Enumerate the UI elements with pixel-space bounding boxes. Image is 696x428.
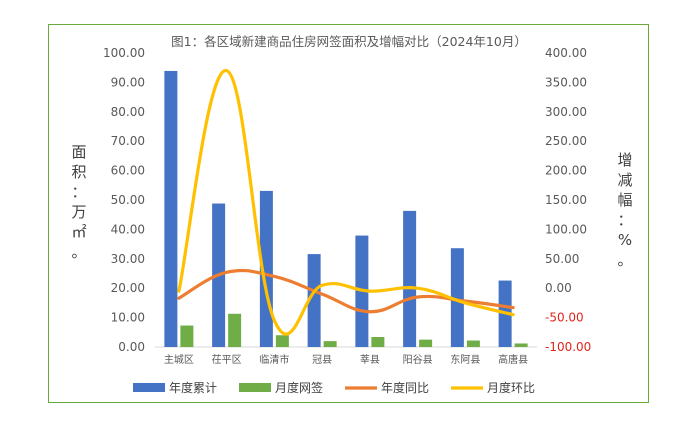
y-right-tick-label: 300.00 (545, 105, 587, 119)
y-left-axis-label: 。 (71, 243, 86, 261)
y-right-axis-label: 增 (617, 151, 632, 169)
y-right-tick-label: 200.00 (545, 164, 587, 178)
y-right-tick-label: 50.00 (545, 252, 579, 266)
y-left-tick-label: 90.00 (111, 75, 145, 89)
y-left-tick-label: 60.00 (111, 164, 145, 178)
bar-monthly (275, 335, 289, 347)
bar-monthly (466, 340, 480, 347)
line-mom (177, 69, 515, 336)
y-left-axis-label: 积 (71, 163, 86, 181)
y-left-tick-label: 40.00 (111, 222, 145, 236)
legend-swatch (239, 383, 271, 392)
legend-label: 月度环比 (487, 380, 535, 395)
bar-annual (450, 248, 464, 347)
y-left-tick-label: 0.00 (118, 340, 145, 354)
y-right-tick-label: -100.00 (545, 340, 591, 354)
legend-label: 年度同比 (381, 380, 429, 395)
legend-label: 年度累计 (169, 380, 217, 395)
y-left-axis-label: 面 (71, 143, 86, 161)
chart-svg: 图1：各区域新建商品住房网签面积及增幅对比（2024年10月） 0.00 10.00… (71, 34, 632, 395)
y-right-tick-label: 150.00 (545, 193, 587, 207)
y-right-axis-label: 减 (617, 171, 632, 189)
chart-title: 图1：各区域新建商品住房网签面积及增幅对比（2024年10月） (171, 34, 527, 49)
y-left-tick-label: 50.00 (111, 193, 145, 207)
y-left-axis-label: 万 (71, 203, 86, 221)
bar-monthly (323, 341, 337, 347)
x-category-label: 阳谷县 (403, 354, 433, 366)
x-category-label: 临清市 (259, 353, 289, 366)
y-left-tick-label: 30.00 (111, 252, 145, 266)
y-left-axis-label: ： (71, 183, 86, 201)
y-right-axis-label: 幅 (617, 191, 632, 209)
y-left-axis-label: ㎡ (71, 223, 86, 241)
x-category-label: 主城区 (164, 354, 194, 366)
bar-monthly (180, 325, 194, 347)
y-right-axis-label: % (618, 231, 632, 249)
x-category-label: 莘县 (360, 353, 380, 366)
y-right-tick-label: 400.00 (545, 46, 587, 60)
bar-monthly (228, 313, 242, 347)
bar-monthly (514, 343, 528, 347)
y-right-tick-label: 250.00 (545, 134, 587, 148)
x-category-label: 冠县 (312, 354, 332, 366)
bar-annual (164, 70, 178, 348)
legend-swatch (133, 383, 165, 392)
x-category-label: 东阿县 (450, 353, 480, 366)
bar-annual (307, 254, 321, 347)
x-category-label: 高唐县 (498, 353, 528, 366)
y-left-tick-label: 10.00 (111, 311, 145, 325)
y-right-tick-label: 350.00 (545, 75, 587, 89)
y-left-tick-label: 80.00 (111, 105, 145, 119)
x-category-label: 茌平区 (212, 354, 242, 366)
y-right-axis-label: ： (617, 211, 632, 229)
y-left-tick-label: 100.00 (103, 46, 145, 60)
bar-monthly (419, 339, 433, 347)
y-right-tick-label: 100.00 (545, 222, 587, 236)
y-right-tick-label: -50.00 (545, 311, 584, 325)
legend-label: 月度网签 (275, 380, 323, 395)
y-left-tick-label: 20.00 (111, 281, 145, 295)
y-right-axis-label: 。 (617, 251, 632, 269)
bar-annual (403, 210, 417, 347)
bar-monthly (371, 337, 385, 347)
chart-frame: 图1：各区域新建商品住房网签面积及增幅对比（2024年10月） 0.00 10.00… (48, 24, 649, 403)
y-left-tick-label: 70.00 (111, 134, 145, 148)
y-right-tick-label: 0.00 (545, 281, 572, 295)
